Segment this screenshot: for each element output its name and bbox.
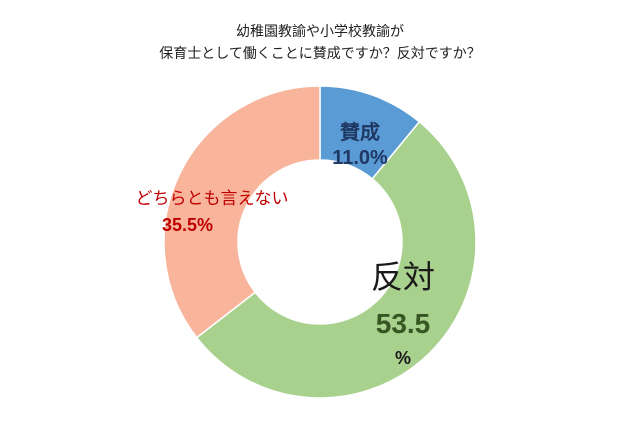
slice-name-sansei: 賛成 xyxy=(340,120,380,144)
chart-title-line-1: 幼稚園教諭や小学校教諭が xyxy=(236,24,404,40)
slice-label-sansei: 賛成 11.0% xyxy=(318,116,402,170)
slice-percent-unit-hantai: % xyxy=(394,348,411,368)
slice-percent-sansei: 11.0% xyxy=(332,147,388,169)
slice-hantai xyxy=(195,120,477,399)
slice-name-hantai: 反対 xyxy=(370,258,435,296)
slice-dochiratomo xyxy=(163,85,321,339)
slice-percent-dochiratomo: 35.5% xyxy=(162,215,214,235)
slice-label-hantai: 反対 53.5 % xyxy=(348,252,458,369)
slice-percent-hantai: 53.5 xyxy=(375,308,431,339)
slice-name-dochiratomo: どちらとも言えない xyxy=(135,189,289,209)
chart-title-line-2: 保育士として働くことに賛成ですか？反対ですか？ xyxy=(159,46,481,62)
slice-label-dochiratomo: どちらとも言えない 35.5% xyxy=(120,184,304,236)
